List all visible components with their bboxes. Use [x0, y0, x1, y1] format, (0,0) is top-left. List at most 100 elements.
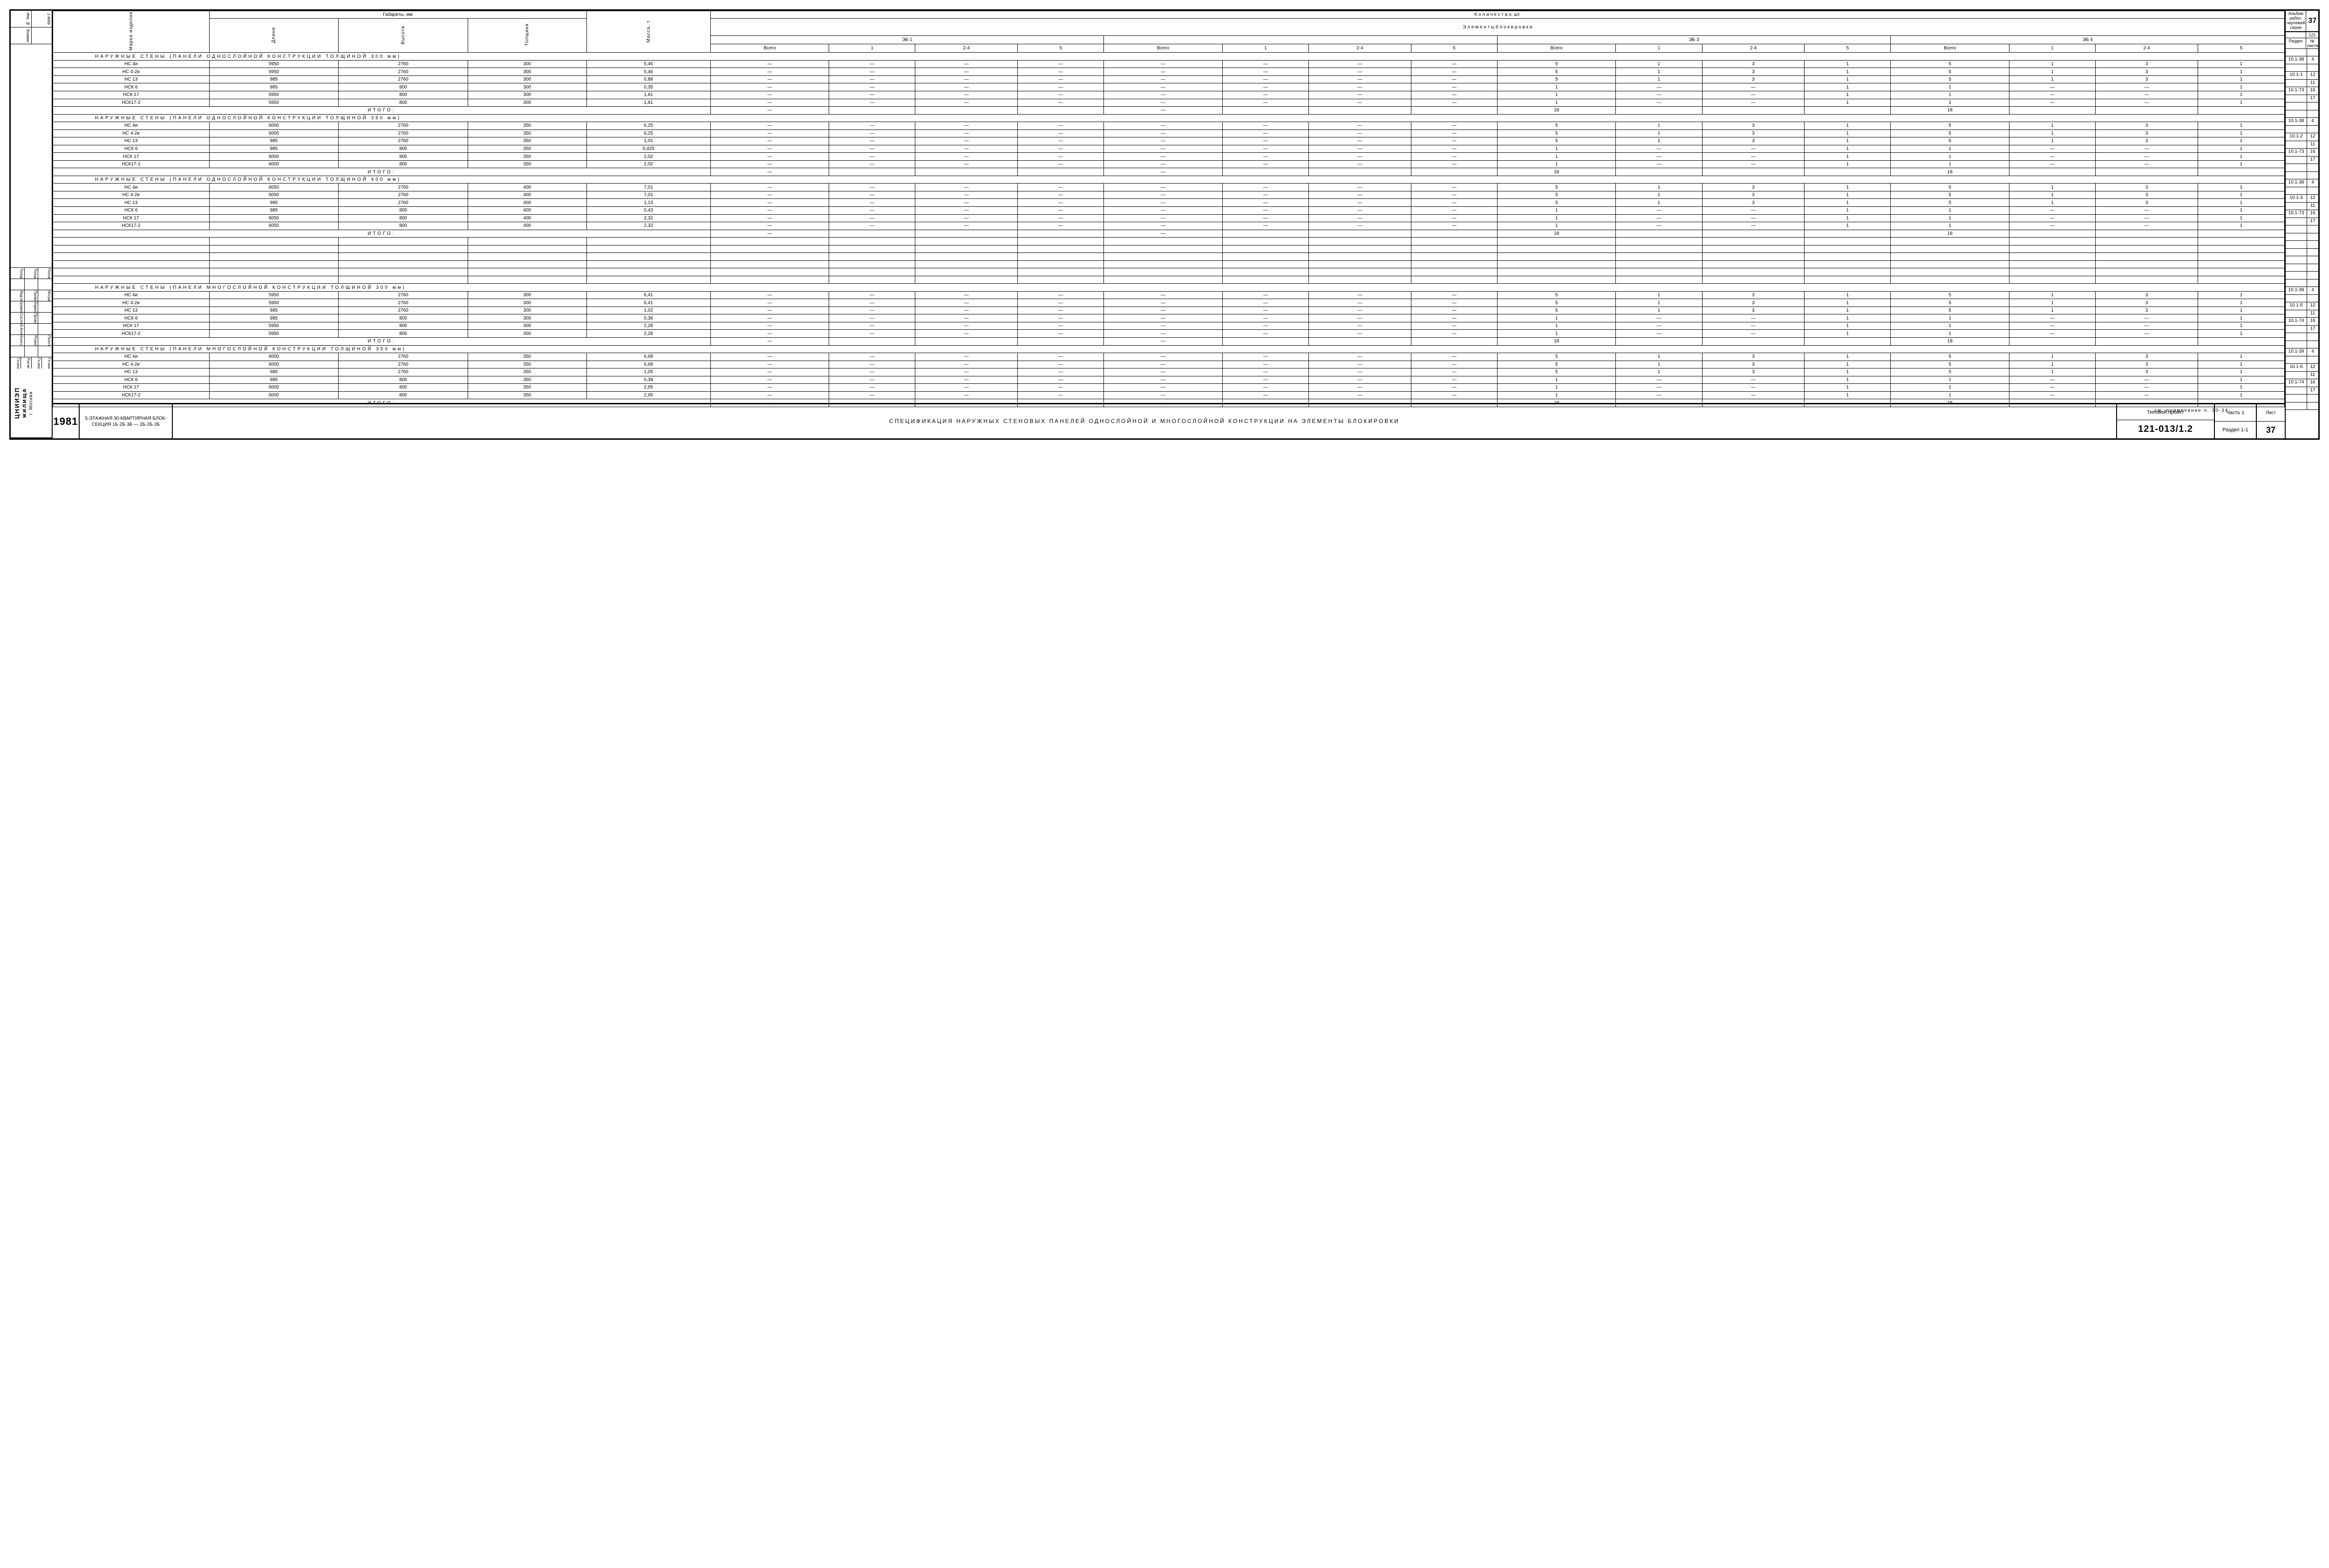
right-index-row: 11: [2286, 141, 2318, 149]
cell: 985: [209, 199, 339, 207]
right-ref: 10.1-3: [2286, 195, 2307, 202]
cell: [1616, 268, 1702, 276]
col-eb2: [1104, 36, 1498, 44]
table-row: НС 1398527603001,02————————51315131: [53, 307, 2285, 314]
cell: 5: [1891, 122, 2009, 130]
cell: [2096, 260, 2198, 268]
cell: [1222, 276, 1308, 284]
cell: [468, 238, 586, 245]
organization: ЦНИИЭП жилища г. Москва: [11, 368, 52, 438]
right-num: 16: [2307, 210, 2318, 218]
table-row: НСК17-260508004002,32————————1——11——1: [53, 222, 2285, 230]
cell: 18: [1497, 230, 1616, 238]
cell: —: [829, 199, 915, 207]
cell: [1222, 268, 1308, 276]
cell: 5950: [209, 322, 339, 330]
cell: 1: [1497, 384, 1616, 392]
cell: —: [1702, 99, 1805, 107]
cell: 985: [209, 206, 339, 214]
cell: [1411, 238, 1497, 245]
cell: 800: [339, 391, 468, 399]
cell: —: [1411, 68, 1497, 76]
cell: —: [1702, 384, 1805, 392]
cell: 1: [2198, 299, 2284, 307]
cell: 1: [2198, 137, 2284, 145]
cell: —: [2009, 160, 2095, 168]
cell: 18: [1891, 168, 2009, 176]
cell: [2096, 168, 2198, 176]
cell: —: [1104, 191, 1223, 199]
cell: [1018, 253, 1104, 261]
cell: —: [1702, 206, 1805, 214]
table-row: НС 4и595027603006,41————————51315131: [53, 291, 2285, 299]
cell: [2198, 238, 2284, 245]
cell: 800: [339, 314, 468, 322]
cell: 5: [1497, 299, 1616, 307]
cell: [1411, 338, 1497, 346]
right-index-row: [2286, 49, 2318, 57]
cell: —: [1308, 314, 1411, 322]
cell: НС 4-2и: [53, 68, 210, 76]
right-index-row: [2286, 256, 2318, 264]
cell: 3: [1702, 361, 1805, 368]
cell: —: [1616, 330, 1702, 338]
empty-row: [53, 276, 2285, 284]
right-ref: [2286, 387, 2307, 395]
cell: [710, 260, 829, 268]
cell: 1: [2009, 130, 2095, 137]
cell: —: [1222, 314, 1308, 322]
cell: 1: [2198, 122, 2284, 130]
cell: 350: [468, 130, 586, 137]
cell: 1: [2198, 330, 2284, 338]
cell: 800: [339, 91, 468, 99]
cell: [1891, 260, 2009, 268]
cell: —: [1411, 153, 1497, 161]
cell: —: [710, 299, 829, 307]
cell: 1: [2009, 299, 2095, 307]
cell: —: [1411, 184, 1497, 191]
cell: 1: [1497, 160, 1616, 168]
right-num: [2307, 395, 2318, 402]
cell: —: [1616, 99, 1702, 107]
cell: НС 13: [53, 368, 210, 376]
cell: —: [2009, 83, 2095, 91]
cell: 1: [2198, 91, 2284, 99]
empty-row: [53, 238, 2285, 245]
cell: 2760: [339, 291, 468, 299]
cell: 1: [2198, 130, 2284, 137]
cell: 3: [2096, 291, 2198, 299]
right-index-row: [2286, 402, 2318, 410]
table-row: НС 1398527603000,88————————51315131: [53, 75, 2285, 83]
right-ref: [2286, 172, 2307, 179]
cell: —: [2009, 222, 2095, 230]
cell: 1: [2009, 291, 2095, 299]
right-ref: [2286, 272, 2307, 279]
page-number: 37: [2306, 11, 2318, 31]
right-num: [2307, 233, 2318, 241]
cell: 350: [468, 145, 586, 153]
cell: [2009, 107, 2095, 115]
cell: [2198, 268, 2284, 276]
cell: 18: [1497, 338, 1616, 346]
cell: —: [1018, 130, 1104, 137]
album-label: Альбом рабоч. чертежей серии: [2286, 11, 2306, 31]
right-index-row: 11: [2286, 80, 2318, 88]
right-num: 11: [2307, 203, 2318, 210]
table-row: НС 4и605027604007,01————————51315131: [53, 184, 2285, 191]
cell: [915, 107, 1018, 115]
cell: 3: [1702, 137, 1805, 145]
cell: 1: [1891, 376, 2009, 384]
cell: 1: [1497, 83, 1616, 91]
cell: 5: [1891, 68, 2009, 76]
total-row: ИТОГО:——1818: [53, 107, 2285, 115]
cell: 2760: [339, 122, 468, 130]
cell: —: [829, 137, 915, 145]
right-num: [2307, 241, 2318, 248]
stub-sign-cell: Проверил: [25, 313, 39, 323]
cell: —: [829, 368, 915, 376]
cell: 18: [1891, 230, 2009, 238]
cell: —: [2096, 206, 2198, 214]
cell: —: [1308, 361, 1411, 368]
cell: —: [1308, 368, 1411, 376]
right-ref: [2286, 333, 2307, 341]
